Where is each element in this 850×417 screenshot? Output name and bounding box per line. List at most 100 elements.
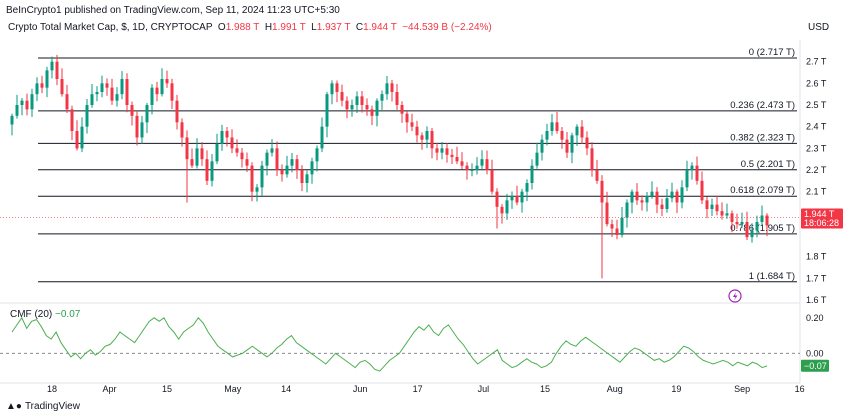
time-axis[interactable]: 18 Apr 15 May 14 Jun 17 Jul 15 Aug 19 Sep 16: [0, 382, 805, 394]
high-key: H: [264, 22, 273, 33]
lightning-icon[interactable]: [728, 289, 742, 303]
cmf-name[interactable]: CMF (20): [10, 309, 53, 320]
candle-body: [705, 200, 709, 209]
time-tick-label: Jul: [478, 384, 490, 394]
candle-body: [415, 126, 419, 136]
cmf-line: [11, 316, 768, 372]
candle-body: [510, 196, 514, 201]
candle-body: [515, 196, 519, 203]
open-value: 1.988 T: [225, 22, 260, 33]
fib-level-label: 0.236 (2.473 T): [730, 100, 795, 111]
time-tick-label: 17: [413, 384, 423, 394]
candle-body: [260, 165, 264, 188]
tradingview-logo-icon: ▲●: [6, 401, 22, 412]
change-value: −44.539 B (−2.24%): [402, 22, 492, 33]
candle-body: [380, 94, 384, 101]
candle-body: [165, 79, 169, 84]
candle-body: [505, 200, 509, 214]
lightning-icon-ring: [728, 289, 742, 303]
candle-body: [560, 131, 564, 140]
candle-body: [485, 159, 489, 170]
candle-body: [530, 165, 534, 183]
candle-body: [650, 191, 654, 196]
candle-body: [370, 109, 374, 116]
price-tick-label: 2.6 T: [806, 78, 827, 88]
candle-body: [30, 94, 34, 110]
time-tick-label: 14: [281, 384, 291, 394]
price-tick-label: 2.2 T: [806, 165, 827, 175]
candle-body: [170, 83, 174, 101]
candle-body: [25, 100, 29, 110]
candle-body: [355, 96, 359, 105]
bar-countdown: 18:06:28: [804, 218, 839, 228]
candle-body: [695, 165, 699, 181]
time-tick-label: Jun: [353, 384, 368, 394]
time-tick-label: 15: [162, 384, 172, 394]
candle-body: [710, 204, 714, 209]
candle-body: [155, 87, 159, 95]
cmf-pane: 0.20 0.00: [0, 313, 824, 372]
candle-body: [645, 196, 649, 203]
candle-body: [195, 148, 199, 166]
candle-body: [220, 131, 224, 144]
high-value: 1.991 T: [272, 22, 306, 33]
candle-body: [595, 170, 599, 181]
candle-body: [500, 206, 504, 214]
tradingview-brand[interactable]: ▲● TradingView: [6, 401, 80, 412]
ohlc-legend: Crypto Total Market Cap, $, 1D, CRYPTOCA…: [8, 22, 492, 33]
candle-body: [110, 87, 114, 101]
candle-body: [80, 126, 84, 149]
time-tick-label: Sep: [734, 384, 750, 394]
candle-body: [700, 180, 704, 201]
candle-body: [15, 105, 19, 116]
candle-body: [440, 148, 444, 153]
candle-body: [520, 191, 524, 203]
candle-body: [760, 215, 764, 222]
candle-body: [340, 92, 344, 101]
candle-body: [130, 105, 134, 116]
candle-body: [475, 165, 479, 170]
fib-level-label: 0.382 (2.323 T): [730, 132, 795, 143]
fib-level-label: 0 (2.717 T): [749, 47, 795, 58]
candle-body: [635, 191, 639, 201]
candle-body: [540, 139, 544, 153]
candle-body: [295, 159, 299, 170]
price-tick-label: 1.6 T: [806, 295, 827, 305]
time-tick-label: 16: [795, 384, 805, 394]
candle-body: [490, 170, 494, 192]
symbol-title[interactable]: Crypto Total Market Cap, $, 1D, CRYPTOCA…: [8, 22, 213, 33]
fib-level-label: 0.5 (2.201 T): [741, 159, 795, 170]
price-axis[interactable]: 2.7 T2.6 T2.5 T2.4 T2.3 T2.2 T2.1 T2 T1.…: [806, 57, 827, 305]
last-price-tag: [801, 208, 843, 229]
candle-body: [665, 198, 669, 209]
last-price-value: 1.944 T: [804, 209, 835, 219]
cmf-legend: CMF (20) −0.07: [10, 309, 80, 320]
candle-body: [180, 122, 184, 138]
candle-body: [190, 159, 194, 166]
candle-body: [210, 161, 214, 181]
fibonacci-levels[interactable]: 0 (2.717 T) 0.236 (2.473 T) 0.382 (2.323 T…: [38, 47, 797, 283]
candle-body: [305, 174, 309, 183]
candle-body: [325, 94, 329, 127]
price-pane-grid: [0, 40, 801, 383]
candle-body: [85, 105, 89, 127]
candle-body: [600, 180, 604, 203]
candle-body: [135, 115, 139, 138]
candle-body: [215, 144, 219, 162]
currency-label[interactable]: USD: [808, 22, 830, 33]
candle-body: [525, 183, 529, 192]
candle-body: [565, 139, 569, 153]
close-key: C: [355, 22, 364, 33]
time-tick-label: 18: [47, 384, 57, 394]
candle-body: [175, 100, 179, 123]
candle-body: [660, 204, 664, 209]
price-tick-label: 2.4 T: [806, 122, 827, 132]
candle-body: [275, 148, 279, 170]
candle-body: [550, 122, 554, 131]
candle-body: [400, 105, 404, 114]
candle-body: [360, 96, 364, 105]
candle-body: [145, 105, 149, 123]
price-tick-label: 2.1 T: [806, 187, 827, 197]
candle-body: [70, 109, 74, 131]
